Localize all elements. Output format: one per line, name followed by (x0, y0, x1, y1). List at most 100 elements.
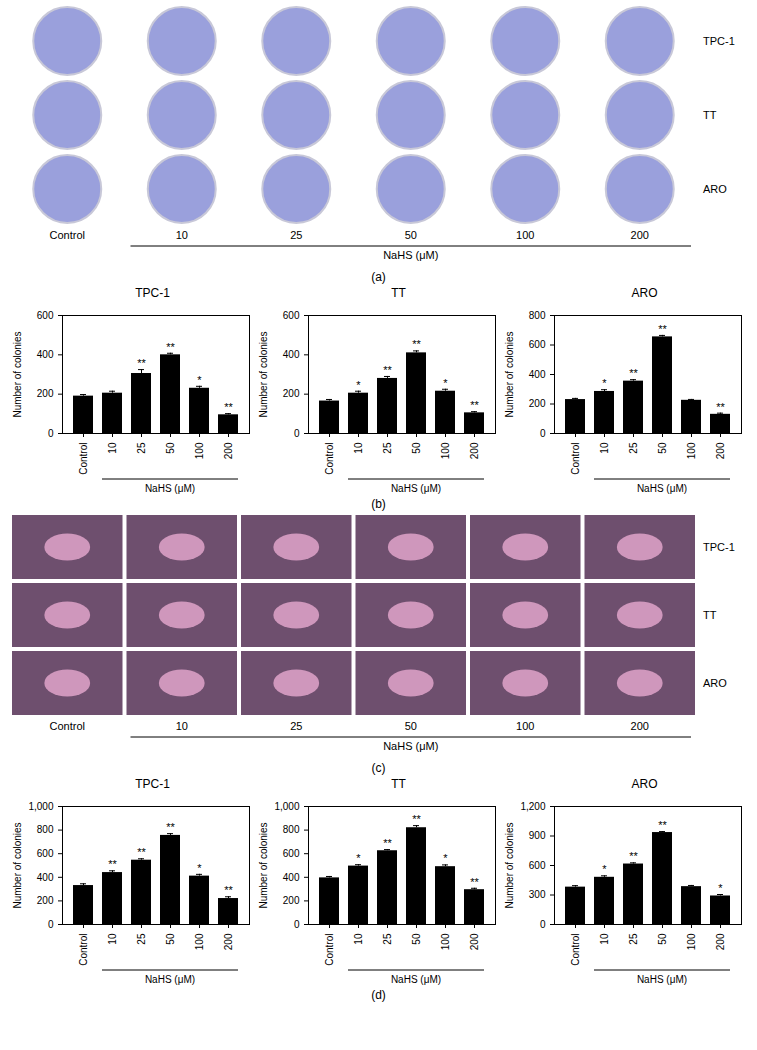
svg-text:25: 25 (628, 933, 639, 945)
svg-text:0: 0 (48, 919, 54, 930)
svg-text:100: 100 (686, 442, 697, 459)
svg-text:Control: Control (78, 934, 89, 966)
svg-text:1,000: 1,000 (274, 801, 299, 812)
svg-text:200: 200 (469, 933, 480, 950)
svg-text:1,200: 1,200 (520, 801, 545, 812)
svg-text:NaHS (μM): NaHS (μM) (145, 483, 195, 494)
svg-text:50: 50 (411, 442, 422, 454)
svg-text:0: 0 (48, 428, 54, 439)
svg-text:25: 25 (136, 933, 147, 945)
svg-text:**: ** (383, 364, 392, 376)
svg-text:100: 100 (686, 933, 697, 950)
svg-text:200: 200 (469, 442, 480, 459)
svg-text:10: 10 (353, 442, 364, 454)
svg-text:200: 200 (283, 895, 300, 906)
svg-text:Number of colonies: Number of colonies (12, 331, 23, 417)
svg-text:**: ** (629, 850, 638, 862)
svg-text:600: 600 (529, 339, 546, 350)
svg-text:TPC-1: TPC-1 (703, 35, 735, 47)
svg-text:100: 100 (194, 442, 205, 459)
svg-text:0: 0 (294, 428, 300, 439)
svg-text:100: 100 (440, 933, 451, 950)
svg-text:400: 400 (283, 872, 300, 883)
svg-text:**: ** (629, 367, 638, 379)
svg-text:Control: Control (570, 934, 581, 966)
svg-text:**: ** (412, 338, 421, 350)
svg-text:800: 800 (283, 824, 300, 835)
svg-text:*: * (602, 863, 607, 875)
svg-text:0: 0 (540, 428, 546, 439)
svg-text:200: 200 (37, 388, 54, 399)
svg-text:1,000: 1,000 (28, 801, 53, 812)
svg-text:800: 800 (37, 824, 54, 835)
svg-text:**: ** (166, 821, 175, 833)
svg-text:ARO: ARO (703, 677, 727, 689)
svg-text:*: * (443, 852, 448, 864)
svg-text:Control: Control (324, 443, 335, 475)
svg-text:100: 100 (516, 229, 534, 241)
svg-text:200: 200 (37, 895, 54, 906)
svg-text:*: * (718, 882, 723, 894)
svg-text:100: 100 (194, 933, 205, 950)
svg-text:600: 600 (283, 310, 300, 321)
svg-text:25: 25 (382, 442, 393, 454)
svg-text:200: 200 (715, 442, 726, 459)
svg-text:300: 300 (529, 889, 546, 900)
svg-text:**: ** (470, 399, 479, 411)
svg-text:25: 25 (382, 933, 393, 945)
svg-text:NaHS (μM): NaHS (μM) (637, 483, 687, 494)
svg-text:10: 10 (599, 442, 610, 454)
svg-text:NaHS (μM): NaHS (μM) (145, 974, 195, 985)
svg-text:Control: Control (50, 720, 85, 732)
svg-text:TPC-1: TPC-1 (703, 541, 735, 553)
svg-text:**: ** (412, 813, 421, 825)
svg-text:25: 25 (290, 229, 302, 241)
svg-text:50: 50 (411, 933, 422, 945)
svg-text:50: 50 (165, 442, 176, 454)
svg-text:NaHS (μM): NaHS (μM) (637, 974, 687, 985)
svg-text:400: 400 (37, 349, 54, 360)
svg-text:Number of colonies: Number of colonies (12, 822, 23, 908)
svg-text:**: ** (224, 401, 233, 413)
svg-text:TT: TT (703, 609, 717, 621)
svg-text:400: 400 (37, 872, 54, 883)
svg-text:**: ** (166, 341, 175, 353)
svg-text:200: 200 (529, 398, 546, 409)
svg-text:Control: Control (78, 443, 89, 475)
svg-text:*: * (197, 374, 202, 386)
svg-text:50: 50 (405, 720, 417, 732)
svg-text:800: 800 (529, 310, 546, 321)
svg-text:200: 200 (223, 933, 234, 950)
svg-text:**: ** (470, 876, 479, 888)
svg-text:**: ** (658, 323, 667, 335)
svg-text:**: ** (108, 858, 117, 870)
svg-text:10: 10 (599, 933, 610, 945)
svg-text:25: 25 (290, 720, 302, 732)
svg-text:*: * (602, 377, 607, 389)
svg-text:Control: Control (570, 443, 581, 475)
svg-text:Control: Control (50, 229, 85, 241)
svg-text:NaHS (μM): NaHS (μM) (383, 740, 438, 752)
svg-text:900: 900 (529, 830, 546, 841)
svg-text:600: 600 (529, 860, 546, 871)
svg-text:600: 600 (37, 848, 54, 859)
svg-text:Number of colonies: Number of colonies (258, 331, 269, 417)
svg-text:10: 10 (176, 229, 188, 241)
svg-text:10: 10 (107, 442, 118, 454)
svg-text:25: 25 (136, 442, 147, 454)
svg-text:**: ** (137, 846, 146, 858)
svg-text:50: 50 (405, 229, 417, 241)
svg-text:200: 200 (631, 720, 649, 732)
svg-text:600: 600 (283, 848, 300, 859)
svg-text:10: 10 (107, 933, 118, 945)
svg-text:50: 50 (657, 442, 668, 454)
svg-text:400: 400 (529, 369, 546, 380)
svg-text:ARO: ARO (703, 183, 727, 195)
svg-text:0: 0 (540, 919, 546, 930)
svg-text:600: 600 (37, 310, 54, 321)
svg-text:10: 10 (176, 720, 188, 732)
svg-text:0: 0 (294, 919, 300, 930)
svg-text:200: 200 (631, 229, 649, 241)
svg-text:NaHS (μM): NaHS (μM) (391, 974, 441, 985)
svg-text:**: ** (137, 357, 146, 369)
